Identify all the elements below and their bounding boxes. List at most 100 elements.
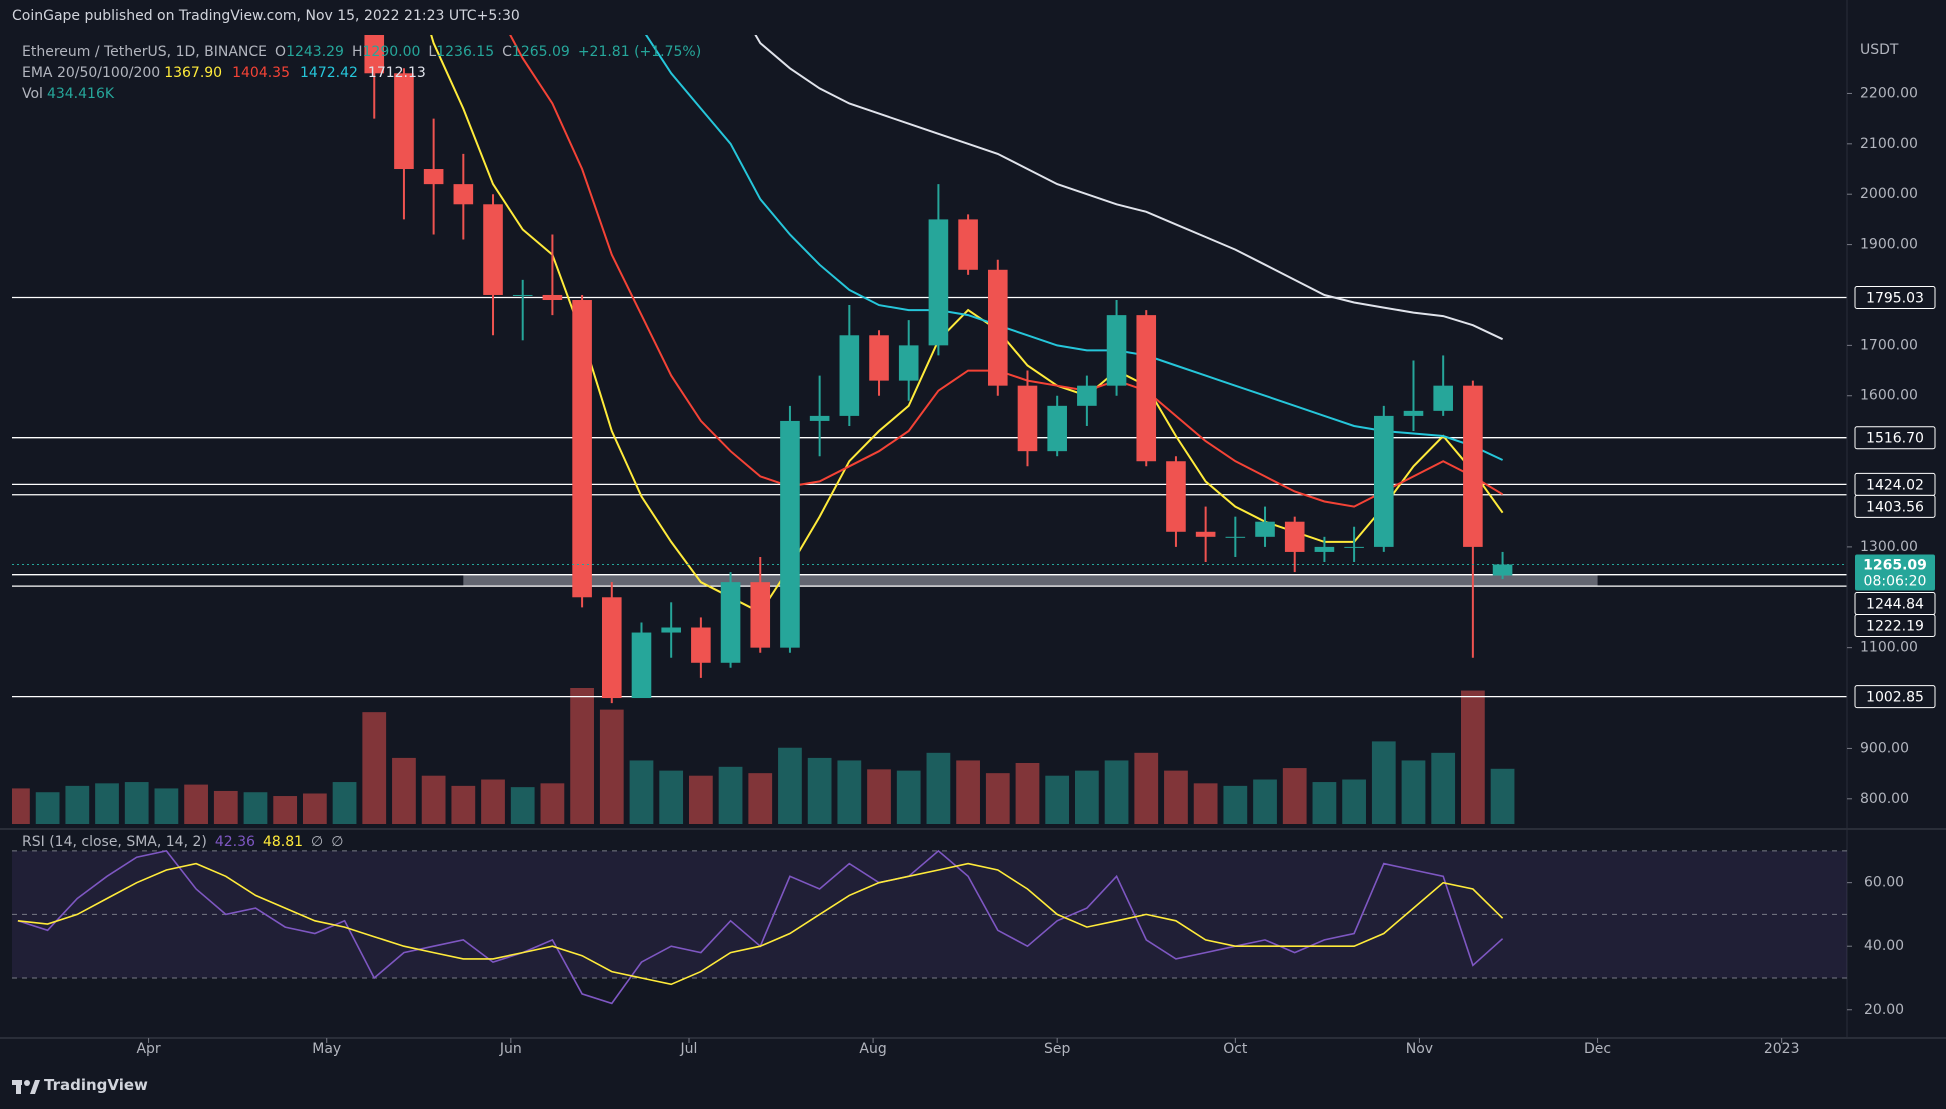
volume-bar	[184, 784, 208, 824]
candle-body	[1433, 385, 1453, 411]
candle-body	[601, 597, 622, 699]
ohlc-value: +21.81 (+1.75%)	[577, 44, 702, 60]
candle-body	[1344, 546, 1364, 548]
candle-body	[1255, 521, 1275, 537]
y-tick-label: 2000.00	[1860, 186, 1918, 202]
level-label: 1244.84	[1866, 596, 1924, 612]
candle-body	[898, 345, 919, 381]
candle-body	[750, 582, 771, 648]
volume-bar	[896, 770, 921, 824]
volume-bar	[1015, 762, 1040, 824]
y-tick-label: 1900.00	[1860, 237, 1918, 253]
y-tick-label: 2100.00	[1860, 136, 1918, 152]
candle-body	[987, 269, 1008, 386]
volume-bar	[1282, 768, 1307, 824]
volume-bar	[1104, 760, 1129, 824]
volume-bar	[599, 709, 624, 824]
y-axis-label: USDT	[1860, 42, 1899, 58]
volume-bar	[1490, 768, 1515, 824]
publisher: CoinGape published on TradingView.com, N…	[12, 8, 520, 24]
x-tick-label: 2023	[1764, 1041, 1800, 1057]
ohlc-row: Ethereum / TetherUS, 1D, BINANCE O1243.29…	[22, 42, 701, 63]
candle-body	[1403, 410, 1424, 416]
volume-bar	[985, 773, 1010, 824]
rsi-value: 48.81	[262, 834, 304, 850]
y-tick-label: 1700.00	[1860, 337, 1918, 353]
candle-body	[1136, 315, 1157, 462]
ema-legend: EMA 20/50/100/200	[22, 65, 161, 81]
rsi-y-tick-label: 60.00	[1864, 875, 1904, 891]
candle-body	[661, 627, 681, 633]
volume-bar	[273, 796, 298, 824]
x-tick-label: Jul	[680, 1041, 698, 1057]
ohlc-value: 1236.15	[436, 44, 495, 60]
volume-bar	[807, 757, 832, 824]
candle-body	[928, 219, 949, 346]
volume-bar	[1460, 690, 1485, 824]
candle-body	[809, 415, 830, 421]
vol-row: Vol 434.416K	[22, 84, 701, 105]
rsi-y-tick-label: 20.00	[1864, 1002, 1904, 1018]
candle-body	[364, 35, 385, 74]
volume-bar	[926, 752, 951, 824]
x-tick-label: Sep	[1044, 1041, 1071, 1057]
volume-bar	[778, 747, 802, 824]
y-tick-label: 1600.00	[1860, 388, 1918, 404]
level-label: 1516.70	[1866, 431, 1924, 447]
volume-bar	[956, 760, 980, 824]
last-price-box	[1855, 554, 1935, 591]
volume-bar	[35, 792, 60, 824]
candle-body	[1284, 521, 1305, 552]
volume-bar	[95, 783, 119, 824]
x-tick-label: Aug	[859, 1041, 886, 1057]
ohlc-key: C	[502, 44, 512, 60]
candle-body	[453, 184, 474, 205]
volume-bar	[154, 788, 179, 824]
level-label-box	[1854, 613, 1936, 637]
x-tick-label: Apr	[136, 1041, 160, 1057]
volume-bar	[1342, 779, 1366, 824]
logo	[12, 1080, 40, 1094]
y-tick-label: 900.00	[1860, 740, 1909, 756]
volume-bar	[1253, 779, 1277, 824]
vol-value: 434.416K	[46, 86, 115, 102]
candle-body	[1463, 385, 1483, 547]
ohlc-key: L	[428, 44, 437, 60]
price-pane	[12, 35, 1847, 824]
volume-bar	[362, 712, 387, 824]
volume-bar	[688, 775, 713, 824]
ema-value: 1712.13	[367, 65, 426, 81]
rsi-y-tick-label: 40.00	[1864, 938, 1904, 954]
rsi-legend: RSI (14, close, SMA, 14, 2) 42.36 48.81 ∅ ∅	[22, 834, 343, 850]
y-tick-label: 2200.00	[1860, 85, 1918, 101]
candle-body	[542, 294, 563, 301]
volume-bar	[1223, 785, 1248, 824]
candle-body	[423, 169, 444, 185]
ema-value: 1404.35	[232, 65, 290, 81]
volume-bar	[1401, 760, 1426, 824]
level-label: 1795.03	[1866, 290, 1924, 306]
support-zone	[463, 574, 1598, 587]
legend: Ethereum / TetherUS, 1D, BINANCE O1243.29…	[22, 42, 701, 105]
candle-body	[869, 335, 889, 381]
volume-bar	[124, 782, 149, 824]
volume-bar	[12, 788, 30, 824]
volume-bar	[867, 769, 891, 824]
ohlc-key: H	[351, 44, 363, 60]
level-label: 1002.85	[1866, 690, 1924, 706]
volume-bar	[540, 783, 565, 824]
volume-bar	[629, 760, 654, 824]
ema-value: 1367.90	[164, 65, 223, 81]
ohlc-value: 1243.29	[286, 44, 344, 60]
volume-bar	[1431, 752, 1456, 824]
ema-line	[509, 35, 1504, 508]
candle-body	[394, 73, 414, 170]
ohlc-key: O	[275, 44, 287, 60]
volume-bar	[1312, 782, 1337, 824]
volume-bar	[332, 782, 357, 824]
volume-bar	[1164, 770, 1188, 824]
rsi-sma-line	[17, 862, 1504, 986]
candle-body	[1166, 461, 1186, 532]
